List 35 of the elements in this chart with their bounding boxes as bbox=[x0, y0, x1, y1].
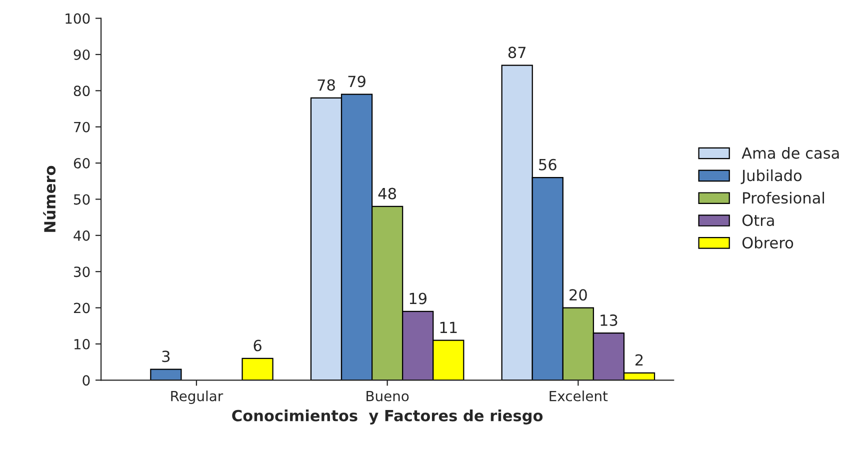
data-label: 6 bbox=[254, 340, 262, 352]
y-tick-label: 100 bbox=[66, 13, 90, 24]
data-label: 2 bbox=[636, 354, 643, 366]
y-tick-label: 90 bbox=[74, 49, 90, 60]
x-tick-label: Excelent bbox=[550, 390, 608, 402]
x-axis-title: Conocimientos y Factores de riesgo bbox=[232, 410, 543, 424]
data-label: 79 bbox=[348, 76, 366, 88]
y-tick-label: 70 bbox=[74, 122, 90, 132]
data-label: 3 bbox=[162, 350, 170, 362]
data-label: 56 bbox=[539, 158, 556, 170]
y-tick-label: 10 bbox=[74, 338, 90, 350]
bar bbox=[150, 368, 182, 380]
data-label: 13 bbox=[600, 314, 618, 326]
y-tick-label: 30 bbox=[74, 266, 90, 278]
x-tick-label: Bueno bbox=[366, 390, 409, 402]
data-label: 87 bbox=[508, 46, 526, 58]
data-label: 11 bbox=[440, 322, 457, 333]
y-axis-title: Número bbox=[43, 166, 56, 232]
y-tick-label: 50 bbox=[74, 194, 90, 205]
legend-label: Profesional bbox=[743, 192, 824, 204]
x-tick-label: Regular bbox=[171, 390, 224, 404]
legend-label: Obrero bbox=[742, 236, 794, 249]
data-label: 48 bbox=[378, 188, 396, 200]
data-label: 78 bbox=[318, 79, 335, 91]
data-label: 19 bbox=[410, 292, 427, 304]
legend-label: Jubilado bbox=[740, 169, 802, 184]
legend-label: Ama de casa bbox=[742, 146, 839, 159]
y-tick-label: 0 bbox=[82, 375, 90, 386]
y-tick-label: 40 bbox=[74, 230, 90, 241]
y-tick-label: 60 bbox=[74, 158, 90, 169]
y-tick-label: 20 bbox=[74, 302, 90, 314]
data-label: 20 bbox=[570, 289, 587, 301]
legend-label: Otra bbox=[742, 214, 774, 226]
y-tick-label: 80 bbox=[74, 86, 90, 96]
bar bbox=[242, 358, 274, 380]
